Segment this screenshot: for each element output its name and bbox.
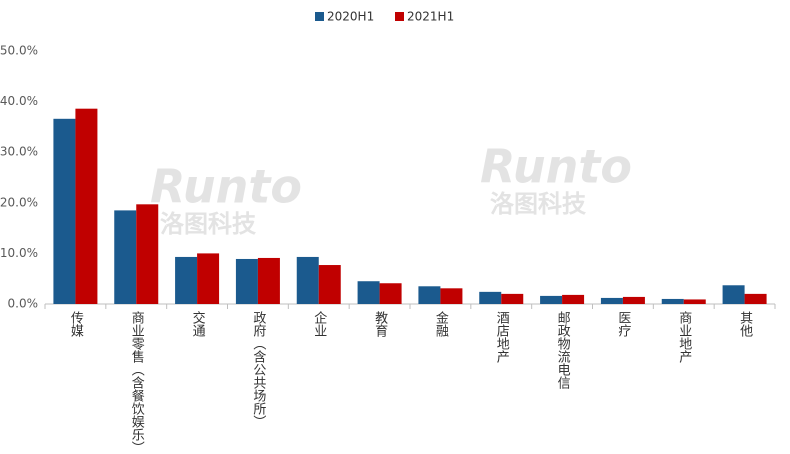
bar	[296, 256, 319, 304]
x-tick-label: 商业地产	[676, 311, 692, 364]
bar	[257, 257, 280, 304]
bar	[440, 288, 463, 304]
watermark: Runto	[480, 140, 632, 194]
bar	[75, 108, 98, 305]
legend-swatch	[395, 12, 404, 21]
bar	[136, 204, 159, 304]
bar	[318, 265, 341, 304]
bar	[744, 293, 767, 304]
bar	[501, 293, 524, 304]
bar	[379, 283, 402, 304]
x-tick-label: 交通	[190, 310, 206, 337]
bar	[622, 296, 645, 304]
x-tick-label: 商业零售（含餐饮娱乐）	[129, 311, 145, 454]
x-tick-label: 其他	[737, 311, 753, 338]
x-tick-label: 邮政物流电信	[555, 311, 571, 389]
y-tick-label: 40.0%	[0, 94, 38, 108]
y-tick-label: 20.0%	[0, 195, 38, 209]
x-tick-label: 政府（含公共场所）	[250, 311, 266, 428]
legend-swatch	[315, 12, 324, 21]
bar	[540, 295, 563, 304]
bar	[722, 285, 745, 304]
bar	[235, 258, 258, 304]
x-tick-label: 医疗	[615, 311, 631, 337]
y-tick-label: 50.0%	[0, 44, 38, 58]
x-tick-label: 酒店地产	[494, 311, 510, 364]
bar	[357, 281, 380, 304]
legend-label: 2020H1	[327, 10, 374, 24]
bar	[600, 297, 623, 304]
y-tick-label: 30.0%	[0, 145, 38, 159]
x-tick-label: 传媒	[68, 311, 84, 337]
bar	[562, 294, 585, 304]
bar	[53, 118, 76, 304]
x-tick-label: 金融	[433, 310, 449, 337]
bar	[175, 256, 198, 304]
bar	[479, 291, 502, 304]
bar	[197, 253, 220, 304]
bar	[683, 299, 706, 304]
x-tick-label: 教育	[372, 310, 388, 338]
y-tick-label: 10.0%	[0, 246, 38, 260]
x-tick-label: 企业	[311, 310, 327, 337]
legend-label: 2021H1	[407, 10, 454, 24]
bar	[418, 286, 441, 304]
watermark-sub: 洛图科技	[490, 190, 587, 218]
watermark-sub: 洛图科技	[160, 210, 257, 238]
y-tick-label: 0.0%	[8, 297, 39, 311]
watermark: Runto	[150, 160, 302, 214]
bar	[114, 210, 137, 304]
bar	[661, 298, 684, 304]
